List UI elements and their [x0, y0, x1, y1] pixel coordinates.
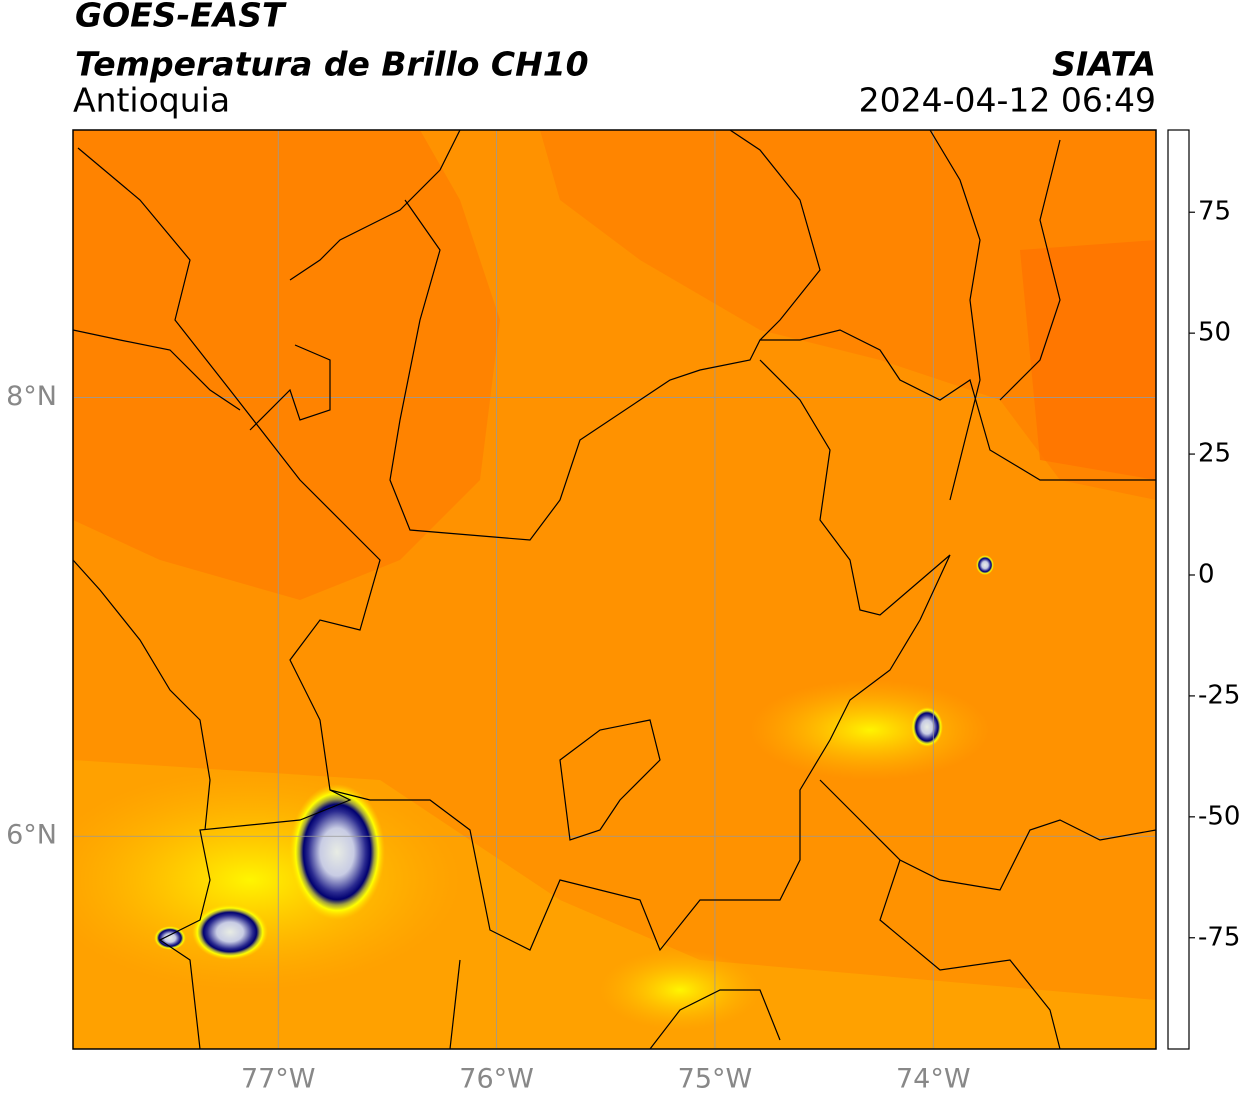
x-tick-label: 74°W — [896, 1064, 971, 1095]
datetime: 2024-04-12 06:49 — [859, 81, 1156, 120]
border — [329, 359, 951, 952]
border — [929, 130, 981, 501]
coastline — [249, 344, 331, 431]
colorbar-tick-label: 0 — [1198, 559, 1215, 589]
border — [73, 559, 211, 831]
y-tick-label: 6°N — [6, 820, 57, 851]
border — [729, 130, 821, 341]
subtitle: Temperatura de Brillo CH10 — [75, 45, 589, 84]
colorbar-tick-label: -75 — [1198, 922, 1240, 952]
border — [999, 139, 1061, 401]
title: GOES-EAST — [75, 0, 287, 35]
border — [879, 859, 1061, 1049]
x-tick-label: 76°W — [459, 1064, 534, 1095]
border — [389, 199, 1156, 541]
border — [449, 959, 461, 1049]
colorbar-tick-label: 25 — [1198, 439, 1231, 469]
region: Antioquia — [73, 81, 230, 120]
colorbar-tick-label: -50 — [1198, 801, 1240, 831]
colorbar-tick-label: 50 — [1198, 318, 1231, 348]
imagery — [73, 130, 1156, 1049]
border — [819, 779, 1156, 891]
source: SIATA — [1052, 45, 1156, 84]
coastline — [73, 329, 241, 411]
colorbar-tick-label: 75 — [1198, 197, 1231, 227]
x-tick-label: 75°W — [678, 1064, 753, 1095]
border — [649, 989, 781, 1049]
colorbar-tick-label: -25 — [1198, 680, 1240, 710]
colorbar — [1167, 129, 1190, 1050]
border — [559, 719, 661, 841]
coastline — [289, 130, 461, 281]
y-tick-label: 8°N — [6, 381, 57, 412]
coastline — [77, 147, 381, 1049]
map-frame — [72, 129, 1157, 1050]
x-tick-label: 77°W — [241, 1064, 316, 1095]
